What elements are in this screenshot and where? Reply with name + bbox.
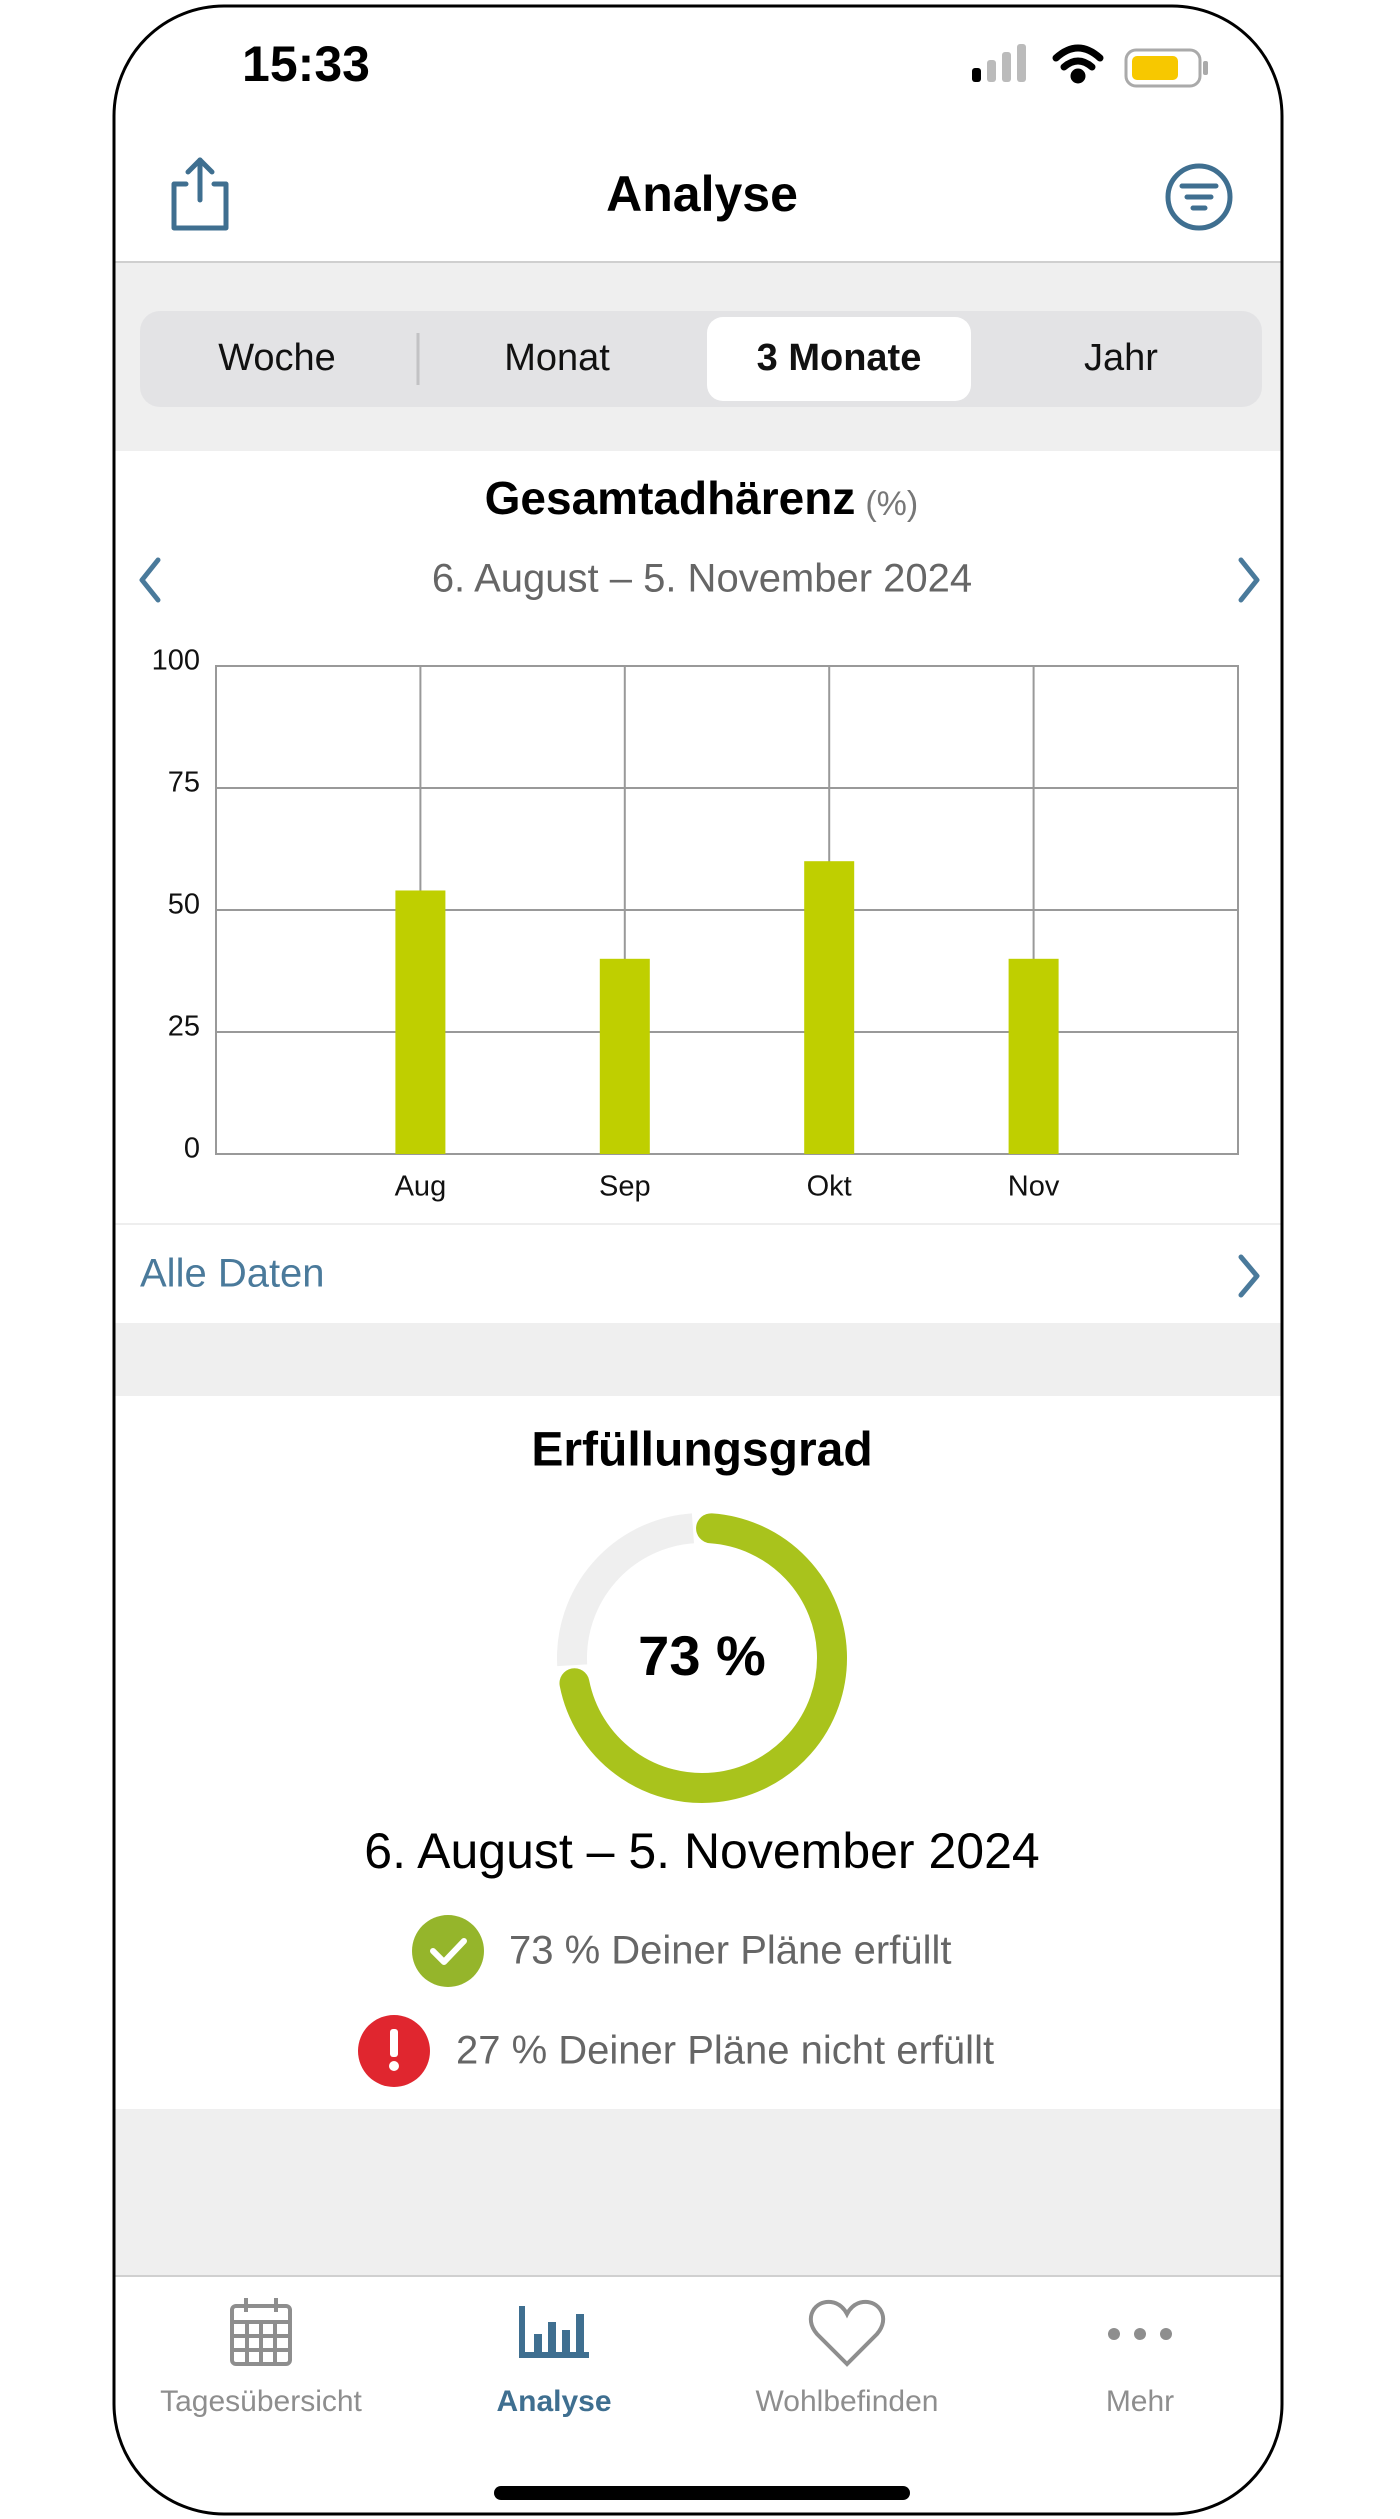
phone-content: 15:33 Analyse Woche Monat 3 Monate Jahr Ges… bbox=[114, 6, 1282, 2514]
x-tick-label: Sep bbox=[599, 1171, 651, 1203]
tab-label[interactable]: Analyse bbox=[496, 2385, 611, 2418]
battery-icon bbox=[1124, 48, 1208, 88]
chart-subtitle: 6. August – 5. November 2024 bbox=[432, 557, 972, 601]
legend-label: 27 % Deiner Pläne nicht erfüllt bbox=[456, 2029, 994, 2073]
tab-label[interactable]: Tagesübersicht bbox=[160, 2385, 362, 2418]
chart-title: Erfüllungsgrad bbox=[531, 1424, 872, 1477]
all-data-link[interactable]: Alle Daten bbox=[140, 1252, 325, 1296]
home-indicator bbox=[494, 2486, 910, 2500]
x-tick-label: Okt bbox=[807, 1171, 852, 1203]
y-tick-label: 0 bbox=[184, 1133, 200, 1165]
bar bbox=[599, 958, 650, 1154]
tab-icon-calendar bbox=[230, 2298, 292, 2366]
tab-icon-analysis bbox=[519, 2306, 589, 2358]
bar bbox=[395, 890, 446, 1154]
y-tick-label: 25 bbox=[168, 1011, 200, 1043]
status-time: 15:33 bbox=[242, 36, 370, 92]
filter-button[interactable] bbox=[1165, 163, 1233, 231]
chart-title: Gesamtadhärenz bbox=[485, 472, 856, 524]
segmented-control bbox=[140, 311, 1262, 407]
donut-segment bbox=[557, 1513, 695, 1667]
bar bbox=[1008, 958, 1059, 1154]
donut-center-label: 73 % bbox=[638, 1624, 766, 1687]
gap-band bbox=[114, 1323, 1282, 1396]
chart-unit: (%) bbox=[865, 485, 918, 523]
donut-chart: Erfüllungsgrad 73 % 6. August – 5. Novembe… bbox=[358, 1424, 1040, 2087]
legend-label: 73 % Deiner Pläne erfüllt bbox=[509, 1929, 951, 1973]
tab-label[interactable]: Mehr bbox=[1106, 2385, 1174, 2418]
tab-label[interactable]: Wohlbefinden bbox=[756, 2385, 939, 2418]
segment-label[interactable]: 3 Monate bbox=[757, 337, 922, 379]
wifi-icon bbox=[1052, 44, 1104, 84]
chart-subtitle: 6. August – 5. November 2024 bbox=[364, 1823, 1039, 1879]
segment-label[interactable]: Jahr bbox=[1084, 337, 1158, 379]
donut-segment bbox=[559, 1513, 847, 1803]
legend-icon bbox=[412, 1915, 484, 1987]
prev-button[interactable] bbox=[139, 557, 161, 603]
signal-icon bbox=[972, 44, 1026, 82]
bar-chart: Gesamtadhärenz (%) 6. August – 5. November… bbox=[152, 472, 1239, 1203]
bottom-band bbox=[114, 2109, 1282, 2276]
x-tick-label: Aug bbox=[395, 1171, 447, 1203]
share-button[interactable] bbox=[171, 157, 229, 231]
alert-dot bbox=[389, 2061, 399, 2071]
all-data-chevron[interactable] bbox=[1238, 1254, 1260, 1298]
y-tick-label: 75 bbox=[168, 767, 200, 799]
segment-label[interactable]: Woche bbox=[218, 337, 336, 379]
bar bbox=[804, 861, 855, 1154]
tab-icon-more bbox=[1108, 2328, 1172, 2340]
segment-label[interactable]: Monat bbox=[504, 337, 610, 379]
next-button[interactable] bbox=[1238, 557, 1260, 603]
check-mark bbox=[430, 1938, 467, 1965]
tab-icon-heart bbox=[809, 2299, 885, 2367]
alert-mark bbox=[390, 2029, 398, 2057]
y-tick-label: 100 bbox=[152, 645, 200, 677]
phone-frame bbox=[112, 4, 1284, 2516]
header-title: Analyse bbox=[606, 166, 798, 222]
segment-selected bbox=[707, 317, 971, 401]
y-tick-label: 50 bbox=[168, 889, 200, 921]
x-tick-label: Nov bbox=[1008, 1171, 1060, 1203]
